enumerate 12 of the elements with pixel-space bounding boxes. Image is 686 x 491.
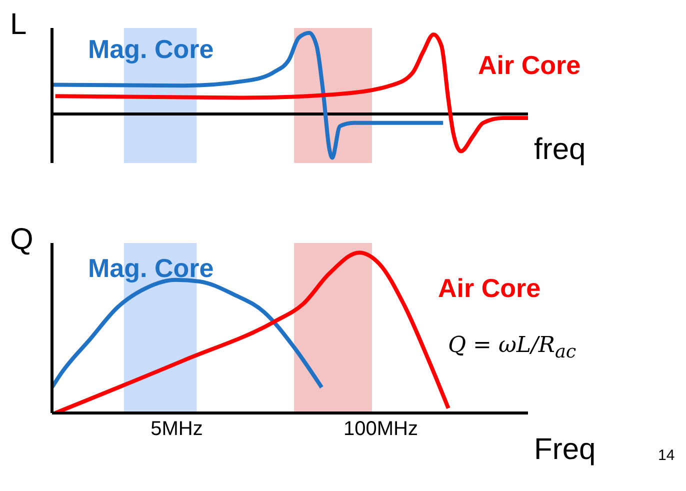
text: 14 (658, 447, 675, 464)
y-axis-title: L (10, 8, 27, 42)
series-label: Mag. Core (88, 34, 214, 65)
x-axis-title: freq (534, 133, 586, 168)
x-tick-label: 100MHz (343, 418, 418, 440)
series-label: Air Core (438, 273, 541, 304)
series-label: Air Core (478, 50, 581, 81)
y-axis-title: Q (10, 223, 34, 257)
series-label: Mag. Core (88, 253, 214, 284)
x-tick-label: 5MHz (150, 418, 203, 440)
x-axis-title: Freq (534, 433, 596, 467)
annotation: Q = ωL/R$_{ac}$ (448, 333, 576, 362)
